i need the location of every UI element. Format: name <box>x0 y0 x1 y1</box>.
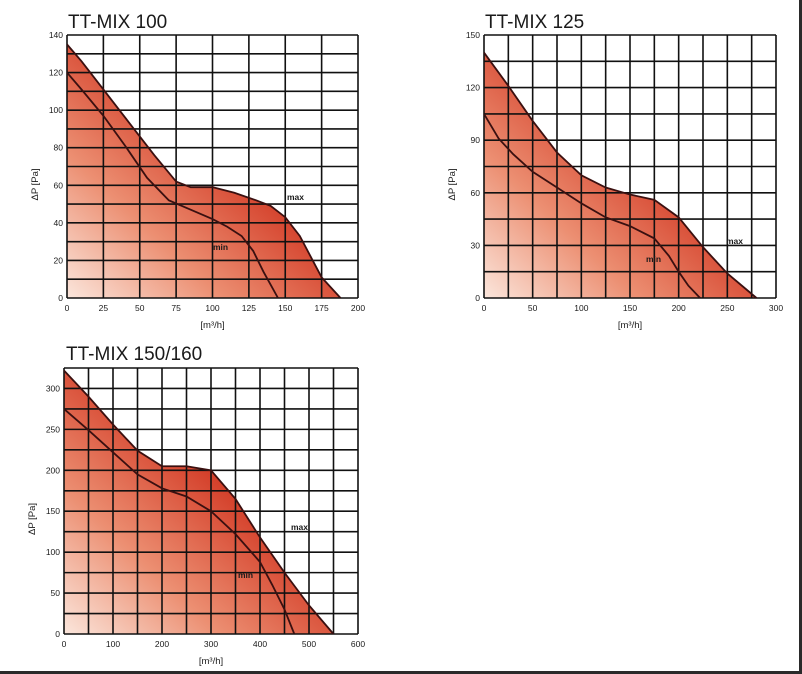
curve-label-max: max <box>287 192 304 202</box>
y-tick-label: 60 <box>471 188 481 198</box>
x-tick-label: 300 <box>204 639 218 649</box>
curve-label-min: min <box>646 254 661 264</box>
x-tick-label: 400 <box>253 639 267 649</box>
x-tick-label: 25 <box>99 303 109 313</box>
y-tick-label: 20 <box>54 255 64 265</box>
x-tick-label: 150 <box>623 303 637 313</box>
y-tick-label: 300 <box>46 383 60 393</box>
x-tick-label: 100 <box>106 639 120 649</box>
x-axis-label: [m³/h] <box>200 320 224 331</box>
y-tick-label: 50 <box>51 588 61 598</box>
y-axis-label: ΔP [Pa] <box>30 168 41 200</box>
x-tick-label: 100 <box>205 303 219 313</box>
y-tick-label: 150 <box>46 506 60 516</box>
curve-label-max: max <box>291 522 308 532</box>
curve-min <box>66 71 279 299</box>
frame-border-right <box>799 0 802 674</box>
curve-max <box>63 369 335 635</box>
y-tick-label: 250 <box>46 424 60 434</box>
x-tick-label: 300 <box>769 303 783 313</box>
area-fill <box>64 370 334 634</box>
y-tick-label: 40 <box>54 218 64 228</box>
x-tick-label: 0 <box>62 639 67 649</box>
chart-title: TT-MIX 100 <box>68 12 167 33</box>
curve-max <box>66 43 342 299</box>
x-tick-label: 75 <box>171 303 181 313</box>
x-axis-label: [m³/h] <box>618 320 642 331</box>
curve-label-max: max <box>726 236 743 246</box>
y-tick-label: 200 <box>46 465 60 475</box>
curve-label-min: min <box>213 242 228 252</box>
chart-2: max min TT-MIX 125 0 50 100 150 200 250 300 0 30 60 9… <box>447 12 783 331</box>
y-tick-label: 100 <box>49 105 63 115</box>
x-tick-label: 50 <box>135 303 145 313</box>
x-tick-label: 250 <box>720 303 734 313</box>
chart-title: TT-MIX 150/160 <box>66 344 202 365</box>
x-tick-label: 0 <box>482 303 487 313</box>
y-tick-label: 90 <box>471 135 481 145</box>
x-tick-label: 50 <box>528 303 538 313</box>
y-tick-label: 140 <box>49 30 63 40</box>
chart-1: max min TT-MIX 100 0 25 50 75 100 125 150 175 200 0 2… <box>30 12 365 331</box>
y-tick-label: 0 <box>55 629 60 639</box>
y-tick-label: 120 <box>49 68 63 78</box>
frame-border-bottom <box>0 671 802 674</box>
curve-min <box>483 113 701 299</box>
x-axis-label: [m³/h] <box>199 656 223 667</box>
y-tick-label: 120 <box>466 83 480 93</box>
area-fill <box>484 52 757 299</box>
curve-max <box>483 52 758 299</box>
curve-label-min: min <box>238 570 253 580</box>
y-tick-label: 80 <box>54 143 64 153</box>
y-tick-label: 0 <box>475 293 480 303</box>
x-tick-label: 0 <box>65 303 70 313</box>
area-fill <box>67 44 341 299</box>
y-axis-label: ΔP [Pa] <box>27 503 38 535</box>
x-tick-label: 200 <box>672 303 686 313</box>
y-axis-label: ΔP [Pa] <box>447 168 458 200</box>
chart-3: max min TT-MIX 150/160 0 100 200 300 400 500 600 0… <box>27 344 365 667</box>
x-tick-label: 200 <box>155 639 169 649</box>
x-tick-label: 100 <box>574 303 588 313</box>
x-tick-label: 175 <box>315 303 329 313</box>
x-tick-label: 125 <box>242 303 256 313</box>
x-tick-label: 150 <box>278 303 292 313</box>
y-tick-label: 30 <box>471 240 481 250</box>
y-tick-label: 100 <box>46 547 60 557</box>
y-tick-label: 0 <box>58 293 63 303</box>
x-tick-label: 600 <box>351 639 365 649</box>
x-tick-label: 200 <box>351 303 365 313</box>
y-tick-label: 60 <box>54 180 64 190</box>
x-tick-label: 500 <box>302 639 316 649</box>
y-tick-label: 150 <box>466 30 480 40</box>
chart-title: TT-MIX 125 <box>485 12 584 33</box>
curve-min <box>63 408 296 635</box>
